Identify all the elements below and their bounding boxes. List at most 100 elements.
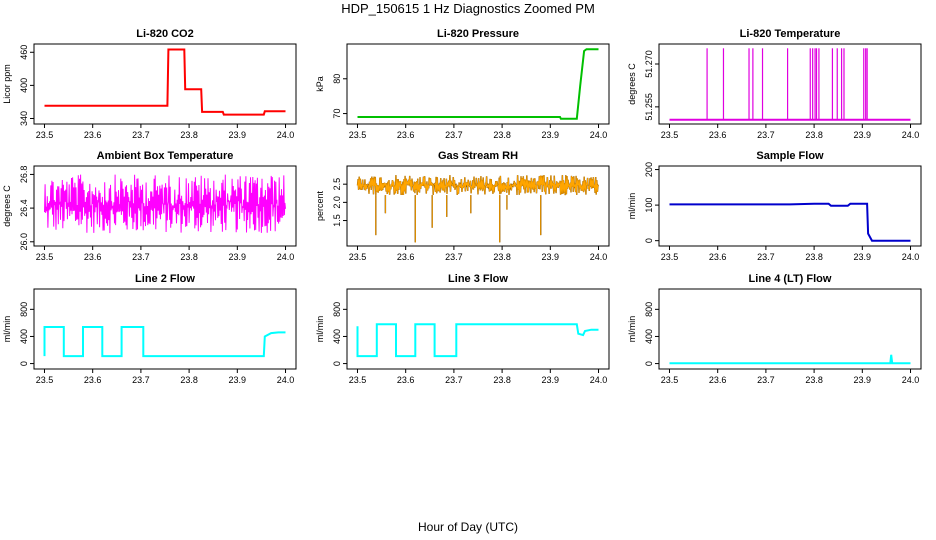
plot-frame [658, 288, 922, 370]
panel-ambient-box-temperature: Ambient Box Temperature degrees C 23.5 23.6… [2, 150, 297, 262]
plot-frame [658, 43, 922, 125]
x-tick-label: 23.9 [854, 375, 872, 385]
x-tick-label: 23.8 [493, 252, 511, 262]
panel-title: Li-820 CO2 [136, 28, 193, 40]
y-axis-label: ml/min [315, 316, 325, 343]
x-tick-label: 23.7 [445, 130, 463, 140]
y-axis-label: ml/min [2, 316, 12, 343]
x-tick-label: 23.5 [661, 130, 679, 140]
x-tick-label: 23.8 [805, 252, 823, 262]
series-line [44, 174, 286, 234]
panel-title: Line 3 Flow [448, 273, 508, 285]
x-tick-label: 24.0 [902, 252, 920, 262]
x-tick-label: 23.8 [805, 130, 823, 140]
data-area [669, 354, 911, 365]
y-tick-label: 800 [332, 302, 342, 317]
x-tick-label: 23.6 [397, 252, 415, 262]
x-tick-label: 23.6 [84, 130, 102, 140]
panel-grid: Li-820 CO2 Licor ppm 23.5 23.6 23.7 23.8 23.9 2… [2, 28, 922, 385]
y-tick-label: 26.8 [19, 166, 29, 184]
y-tick-label: 800 [19, 302, 29, 317]
panel-line-3-flow: Line 3 Flow ml/min 23.5 23.6 23.7 23.8 23.9 24.… [315, 273, 610, 385]
y-tick-label: 800 [644, 302, 654, 317]
x-tick-label: 23.5 [349, 252, 367, 262]
panel-title: Line 4 (LT) Flow [749, 273, 832, 285]
panel-line-2-flow: Line 2 Flow ml/min 23.5 23.6 23.7 23.8 23.9 24.… [2, 273, 297, 385]
x-tick-label: 23.6 [709, 252, 727, 262]
x-tick-label: 23.8 [180, 130, 198, 140]
plot-frame [346, 165, 610, 247]
x-tick-label: 23.9 [854, 130, 872, 140]
y-tick-label: 400 [19, 329, 29, 344]
x-tick-label: 23.7 [757, 375, 775, 385]
y-tick-label: 340 [19, 111, 29, 126]
x-tick-label: 23.7 [132, 130, 150, 140]
x-tick-label: 23.7 [757, 130, 775, 140]
figure-title: HDP_150615 1 Hz Diagnostics Zoomed PM [341, 1, 595, 16]
x-tick-label: 23.5 [36, 252, 54, 262]
plot-frame [33, 288, 297, 370]
y-axis-label: degrees C [627, 63, 637, 105]
y-tick-label: 0 [332, 361, 342, 366]
plot-frame [33, 43, 297, 125]
x-tick-label: 23.8 [493, 375, 511, 385]
y-tick-label: 26.0 [19, 233, 29, 251]
x-tick-label: 23.6 [709, 130, 727, 140]
x-tick-label: 23.7 [757, 252, 775, 262]
x-tick-label: 23.5 [661, 252, 679, 262]
y-tick-label: 26.4 [19, 199, 29, 217]
x-tick-label: 23.6 [709, 375, 727, 385]
y-tick-label: 460 [19, 45, 29, 60]
series-line [44, 48, 286, 116]
x-tick-label: 23.8 [493, 130, 511, 140]
y-axis-label: ml/min [627, 316, 637, 343]
panel-title: Sample Flow [756, 150, 824, 162]
panel-title: Gas Stream RH [438, 150, 518, 162]
y-tick-label: 51.255 [644, 93, 654, 121]
data-area [356, 175, 600, 243]
y-tick-label: 100 [644, 198, 654, 213]
panel-gas-stream-rh: Gas Stream RH percent 23.5 23.6 23.7 23.8 23.9… [315, 150, 610, 262]
x-tick-label: 24.0 [590, 375, 608, 385]
series-line [356, 323, 599, 358]
x-tick-label: 23.7 [132, 252, 150, 262]
plot-frame [346, 43, 610, 125]
y-tick-label: 0 [19, 361, 29, 366]
x-tick-label: 23.6 [84, 252, 102, 262]
plot-frame [658, 165, 922, 247]
data-area [669, 48, 911, 121]
x-tick-label: 24.0 [902, 375, 920, 385]
x-tick-label: 23.6 [397, 375, 415, 385]
x-tick-label: 23.5 [349, 375, 367, 385]
y-tick-label: 1.5 [332, 214, 342, 227]
x-tick-label: 23.9 [229, 130, 247, 140]
y-tick-label: 70 [332, 109, 342, 119]
x-tick-label: 24.0 [590, 130, 608, 140]
y-tick-label: 80 [332, 74, 342, 84]
y-tick-label: 400 [644, 329, 654, 344]
x-tick-label: 24.0 [902, 130, 920, 140]
panel-li-820-pressure: Li-820 Pressure kPa 23.5 23.6 23.7 23.8 23.9 24… [315, 28, 610, 140]
data-area [669, 202, 911, 242]
data-area [44, 48, 286, 116]
x-tick-label: 23.7 [445, 252, 463, 262]
data-area [43, 326, 286, 358]
x-tick-label: 24.0 [590, 252, 608, 262]
y-tick-label: 400 [332, 329, 342, 344]
panel-title: Li-820 Temperature [740, 28, 841, 40]
x-tick-label: 23.9 [854, 252, 872, 262]
series-line [357, 48, 599, 120]
y-tick-label: 0 [644, 238, 654, 243]
y-axis-label: Licor ppm [2, 64, 12, 104]
panel-line-4-lt-flow: Line 4 (LT) Flow ml/min 23.5 23.6 23.7 23.8 23… [627, 273, 922, 385]
x-tick-label: 24.0 [277, 375, 295, 385]
x-tick-label: 23.6 [84, 375, 102, 385]
y-tick-label: 400 [19, 78, 29, 93]
y-tick-label: 2.0 [332, 196, 342, 209]
x-tick-label: 23.5 [36, 130, 54, 140]
y-tick-label: 200 [644, 162, 654, 177]
y-tick-label: 0 [644, 361, 654, 366]
panel-title: Line 2 Flow [135, 273, 195, 285]
y-axis-label: percent [315, 190, 325, 221]
